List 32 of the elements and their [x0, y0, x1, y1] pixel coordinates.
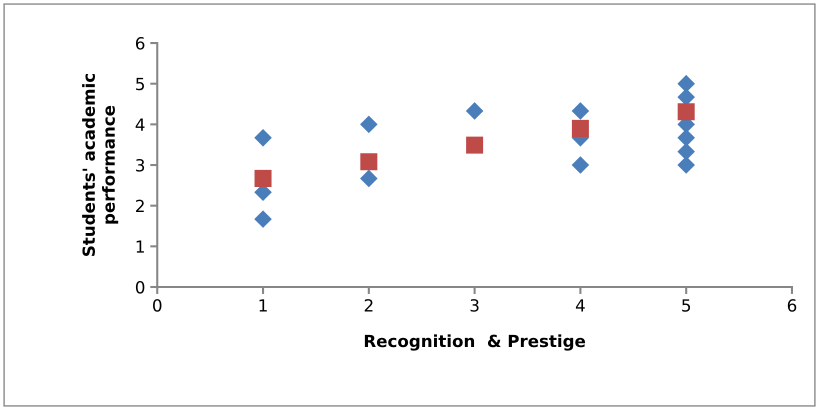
point: [678, 103, 695, 120]
point: [254, 129, 272, 147]
y-tick-label: 2: [136, 200, 144, 212]
point: [360, 116, 378, 134]
x-tick-label: 0: [153, 299, 162, 312]
point: [360, 170, 378, 188]
point: [466, 136, 484, 154]
point: [572, 120, 589, 137]
point: [677, 156, 695, 174]
x-tick-label: 1: [260, 299, 267, 312]
point: [254, 210, 272, 228]
y-tick-label: 1: [136, 240, 144, 253]
y-tick-label: 3: [136, 158, 144, 172]
y-tick-label: 5: [136, 78, 144, 90]
y-tick-label: 6: [136, 37, 144, 50]
point: [254, 170, 272, 187]
x-tick-label: 6: [788, 299, 796, 312]
point: [466, 102, 484, 120]
x-axis-title: Recognition & Prestige: [364, 334, 586, 351]
y-tick-label: 0: [136, 280, 144, 294]
point: [572, 102, 590, 120]
point: [572, 156, 590, 174]
x-tick-label: 3: [470, 299, 479, 312]
x-tick-label: 4: [576, 299, 585, 312]
y-axis-title: Students' academic performance: [82, 74, 118, 256]
point: [677, 74, 695, 92]
x-tick-label: 5: [682, 299, 690, 312]
point: [360, 153, 378, 170]
point: [677, 129, 695, 147]
y-tick-label: 4: [136, 118, 145, 131]
point: [677, 142, 695, 160]
x-tick-label: 2: [364, 299, 372, 312]
